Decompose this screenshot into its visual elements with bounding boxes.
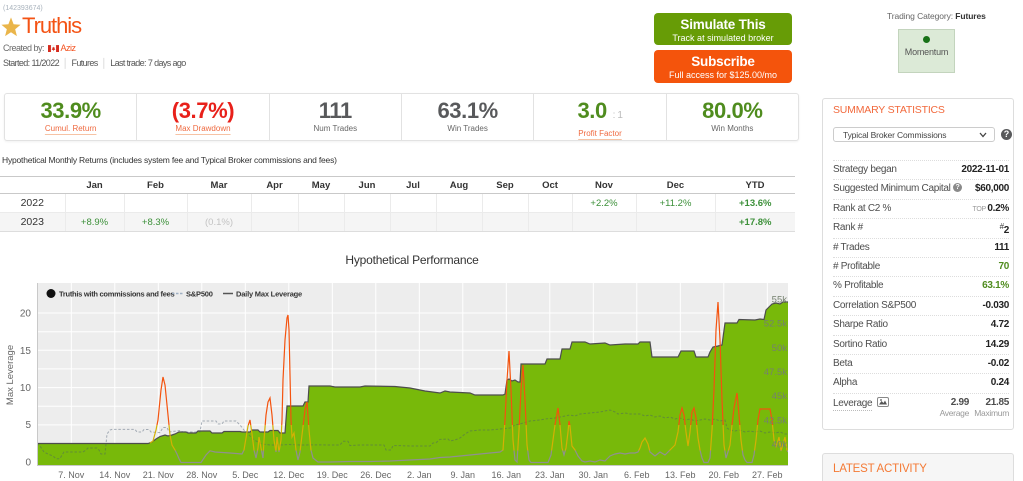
svg-text:9. Jan: 9. Jan [451,470,476,480]
svg-text:0: 0 [25,458,31,469]
svg-text:19. Dec: 19. Dec [317,470,349,480]
svg-text:20: 20 [20,309,32,320]
svg-text:27. Feb: 27. Feb [752,470,783,480]
svg-text:6. Feb: 6. Feb [624,470,650,480]
svg-text:28. Nov: 28. Nov [186,470,218,480]
svg-text:40k: 40k [772,440,788,451]
svg-text:45k: 45k [772,391,788,402]
svg-text:30. Jan: 30. Jan [579,470,609,480]
svg-text:S&P500: S&P500 [186,290,213,299]
svg-text:16. Jan: 16. Jan [492,470,522,480]
svg-text:Daily Max Leverage: Daily Max Leverage [236,290,302,299]
svg-text:47.5k: 47.5k [764,367,787,378]
svg-text:12. Dec: 12. Dec [273,470,305,480]
svg-text:10: 10 [20,383,32,394]
svg-text:50k: 50k [772,343,788,354]
svg-text:20. Feb: 20. Feb [709,470,740,480]
svg-text:5. Dec: 5. Dec [232,470,259,480]
svg-text:2. Jan: 2. Jan [407,470,432,480]
svg-text:55k: 55k [772,295,788,306]
svg-text:Hypothetical Performance: Hypothetical Performance [345,253,479,267]
svg-text:21. Nov: 21. Nov [143,470,175,480]
svg-text:15: 15 [20,346,32,357]
svg-text:42.5k: 42.5k [764,415,787,426]
svg-text:14. Nov: 14. Nov [99,470,131,480]
svg-text:26. Dec: 26. Dec [360,470,392,480]
svg-text:13. Feb: 13. Feb [665,470,696,480]
svg-text:Max Leverage: Max Leverage [5,345,16,405]
svg-text:7. Nov: 7. Nov [58,470,85,480]
svg-text:Truthis with commissions and f: Truthis with commissions and fees [59,290,174,299]
svg-text:23. Jan: 23. Jan [535,470,565,480]
svg-text:5: 5 [25,420,31,431]
svg-text:52.5k: 52.5k [764,319,787,330]
